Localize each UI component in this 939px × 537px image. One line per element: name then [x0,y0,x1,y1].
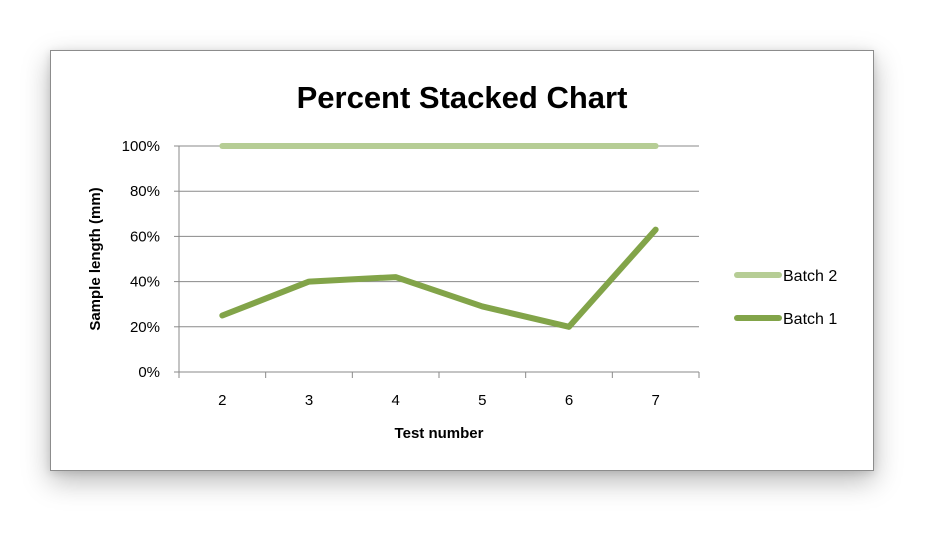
series-line-2 [219,226,659,330]
legend-label: Batch 2 [783,268,837,285]
y-tick-label: 80% [130,183,160,200]
x-tick-label: 3 [305,392,313,409]
y-tick-label: 20% [130,319,160,336]
legend: Batch 2 Batch 1 [734,268,837,328]
y-tick-label: 0% [138,364,160,381]
x-axis-title: Test number [395,425,484,442]
y-tick-label: 60% [130,228,160,245]
x-tick-label: 5 [478,392,486,409]
line-chart: Percent Stacked Chart 0% 20% 40% 60% 80% 100%… [87,80,837,442]
y-tick-label: 40% [130,274,160,291]
chart-area: Percent Stacked Chart 0% 20% 40% 60% 80% 100%… [50,50,874,471]
y-axis-title: Sample length (mm) [87,187,104,330]
x-tick-label: 6 [565,392,573,409]
series-lines [219,143,659,330]
x-tick-label: 7 [651,392,659,409]
legend-label: Batch 1 [783,311,837,328]
x-tick-label: 2 [218,392,226,409]
y-tick-label: 100% [122,138,160,155]
chart-title: Percent Stacked Chart [297,80,628,115]
axes: 0% 20% 40% 60% 80% 100% 2 3 4 5 6 7 [122,138,700,409]
x-tick-label: 4 [391,392,399,409]
